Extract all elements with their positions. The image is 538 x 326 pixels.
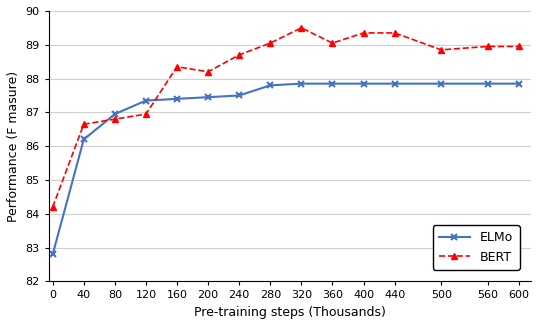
BERT (485, 44, 491, 48)
ELMo (438, 82, 444, 86)
ELMo (329, 82, 336, 86)
BERT (329, 41, 336, 45)
BERT (392, 31, 398, 35)
ELMo (485, 82, 491, 86)
Legend: ELMo, BERT: ELMo, BERT (433, 225, 520, 270)
ELMo (143, 98, 149, 102)
BERT (516, 44, 522, 48)
BERT (49, 205, 56, 209)
ELMo (205, 95, 211, 99)
BERT (236, 53, 243, 57)
ELMo (49, 252, 56, 256)
BERT (438, 48, 444, 52)
ELMo (81, 138, 87, 141)
BERT (111, 117, 118, 121)
BERT (267, 41, 273, 45)
Line: ELMo: ELMo (49, 80, 522, 258)
BERT (298, 26, 305, 30)
ELMo (360, 82, 367, 86)
ELMo (267, 83, 273, 87)
X-axis label: Pre-training steps (Thousands): Pre-training steps (Thousands) (194, 306, 386, 319)
Y-axis label: Performance (F masure): Performance (F masure) (7, 71, 20, 222)
ELMo (174, 97, 180, 101)
ELMo (236, 94, 243, 97)
ELMo (392, 82, 398, 86)
BERT (143, 112, 149, 116)
BERT (205, 70, 211, 74)
Line: BERT: BERT (49, 24, 522, 211)
ELMo (298, 82, 305, 86)
ELMo (111, 112, 118, 116)
BERT (81, 122, 87, 126)
BERT (360, 31, 367, 35)
BERT (174, 65, 180, 69)
ELMo (516, 82, 522, 86)
